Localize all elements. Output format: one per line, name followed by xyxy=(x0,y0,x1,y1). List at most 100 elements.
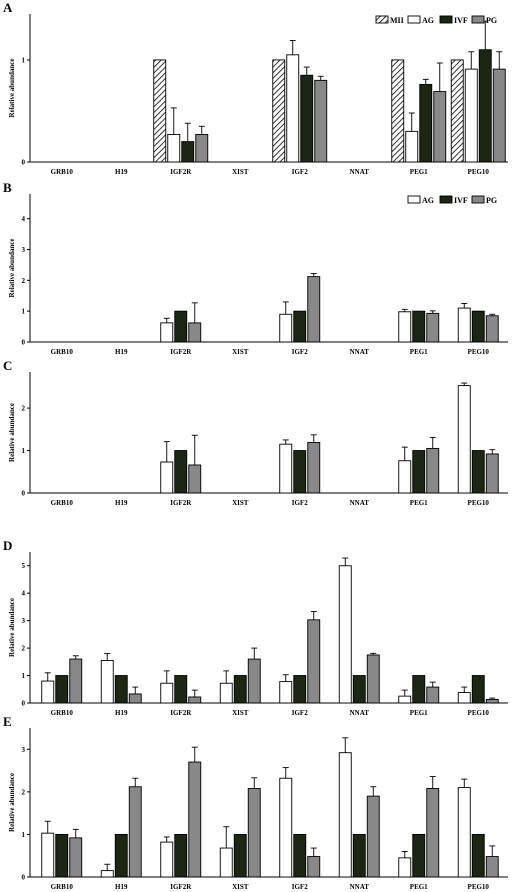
bar-pg-igf2 xyxy=(307,442,321,494)
x-tick-label: H19 xyxy=(115,348,128,356)
y-tick-label: 4 xyxy=(22,590,26,598)
bar-pg-grb10 xyxy=(69,837,83,878)
bar-ivf-peg1 xyxy=(419,83,433,163)
bar-pg-xist xyxy=(247,658,261,704)
bar-pg-h19 xyxy=(128,693,142,704)
bar-pg-igf2 xyxy=(307,619,321,704)
panel-e: E Relative abundance 0 1 2 3 GRB10 H19 IGF2R XIST… xyxy=(3,714,508,891)
bar-ag-nnat xyxy=(338,565,352,704)
x-tick-label: PEG10 xyxy=(468,883,490,891)
legend-swatch-pg xyxy=(471,15,485,24)
bar-ivf-peg10 xyxy=(478,49,492,163)
bar-ag-igf2 xyxy=(279,777,293,878)
bar-ag-igf2r xyxy=(160,841,174,878)
bar-ivf-igf2 xyxy=(300,74,314,163)
bar-ag-igf2 xyxy=(286,54,300,163)
y-tick-label: 0 xyxy=(22,159,26,167)
y-axis-label: Relative abundance xyxy=(8,59,16,118)
y-axis-label: Relative abundance xyxy=(8,773,16,832)
bar-ag-h19 xyxy=(100,870,114,878)
bar-pg-igf2r xyxy=(188,464,202,494)
bar-ag-igf2r xyxy=(160,682,174,704)
legend-label: AG xyxy=(422,196,434,205)
bar-mii-igf2r xyxy=(153,59,167,163)
bar-ivf-igf2r xyxy=(174,833,188,878)
x-tick-label: PEG1 xyxy=(410,883,428,891)
bar-pg-xist xyxy=(247,788,261,878)
bar-ag-peg10 xyxy=(457,385,471,494)
bar-ag-peg1 xyxy=(405,130,419,163)
bar-ivf-igf2r xyxy=(174,310,188,343)
x-tick-label: IGF2 xyxy=(292,168,308,176)
x-tick-label: H19 xyxy=(115,709,128,717)
y-tick-label: 0 xyxy=(22,339,26,347)
bar-pg-h19 xyxy=(128,786,142,878)
y-tick-label: 2 xyxy=(22,405,26,413)
y-axis-label: Relative abundance xyxy=(8,239,16,298)
y-tick-label: 0 xyxy=(22,490,26,498)
y-tick-label: 2 xyxy=(22,788,26,796)
x-tick-label: IGF2R xyxy=(170,348,192,356)
x-tick-label: PEG10 xyxy=(468,499,490,507)
bar-mii-peg10 xyxy=(450,59,464,163)
x-tick-label: XIST xyxy=(232,709,249,717)
bar-ag-h19 xyxy=(100,659,114,704)
bar-pg-peg10 xyxy=(485,856,499,878)
legend: AG IVF PG xyxy=(407,195,497,205)
y-tick-label: 1 xyxy=(22,308,26,316)
panel-d: D Relative abundance 0 1 2 3 4 5 GRB10 H19 IGF2R XI… xyxy=(3,538,508,717)
x-tick-label: IGF2R xyxy=(170,709,192,717)
x-tick-label: GRB10 xyxy=(51,709,74,717)
panel-label: C xyxy=(3,358,12,373)
bar-pg-igf2r xyxy=(188,696,202,704)
legend-swatch-mii xyxy=(375,15,389,24)
legend-swatch-ivf xyxy=(439,15,453,24)
x-tick-label: PEG10 xyxy=(468,709,490,717)
y-tick-label: 1 xyxy=(22,56,26,64)
bar-ivf-peg10 xyxy=(471,450,485,494)
x-tick-label: XIST xyxy=(232,499,249,507)
bar-pg-igf2 xyxy=(314,79,328,163)
bar-ag-igf2 xyxy=(279,313,293,343)
x-tick-label: NNAT xyxy=(350,883,370,891)
bar-mii-peg1 xyxy=(391,59,405,163)
y-tick-label: 4 xyxy=(22,215,26,223)
bar-pg-igf2 xyxy=(307,276,321,343)
bar-ivf-xist xyxy=(233,675,247,704)
y-tick-label: 1 xyxy=(22,447,26,455)
bar-ivf-igf2r xyxy=(174,450,188,494)
bar-ivf-grb10 xyxy=(55,675,69,704)
bar-ivf-peg10 xyxy=(471,675,485,704)
bar-ivf-igf2 xyxy=(293,310,307,343)
legend-swatch-ivf xyxy=(439,195,453,204)
panel-label: B xyxy=(3,180,12,195)
x-tick-label: H19 xyxy=(115,499,128,507)
bar-ivf-peg1 xyxy=(412,450,426,494)
panel-b: B Relative abundance 0 1 2 3 4 GRB10 H19 IGF2R XIS… xyxy=(3,180,508,356)
bar-ivf-nnat xyxy=(352,833,366,878)
bar-pg-igf2r xyxy=(188,322,202,343)
x-tick-label: IGF2 xyxy=(292,499,308,507)
x-tick-label: GRB10 xyxy=(51,168,74,176)
x-tick-label: NNAT xyxy=(350,709,370,717)
legend-swatch-pg xyxy=(471,195,485,204)
y-tick-label: 3 xyxy=(22,246,26,254)
bar-ag-peg10 xyxy=(457,307,471,343)
y-tick-label: 0 xyxy=(22,700,26,708)
y-axis-label: Relative abundance xyxy=(8,598,16,657)
y-tick-label: 5 xyxy=(22,562,26,570)
bar-ivf-peg1 xyxy=(412,675,426,704)
bar-ag-igf2r xyxy=(160,322,174,343)
bar-pg-peg10 xyxy=(485,315,499,343)
x-tick-label: H19 xyxy=(115,883,128,891)
bar-ag-xist xyxy=(219,682,233,704)
bar-ivf-xist xyxy=(233,833,247,878)
bar-pg-nnat xyxy=(366,654,380,704)
bar-ivf-peg10 xyxy=(471,310,485,343)
bar-mii-igf2 xyxy=(272,59,286,163)
bar-ag-grb10 xyxy=(41,680,55,704)
bar-ivf-grb10 xyxy=(55,833,69,878)
x-tick-label: NNAT xyxy=(350,499,370,507)
bar-ag-igf2 xyxy=(279,681,293,704)
